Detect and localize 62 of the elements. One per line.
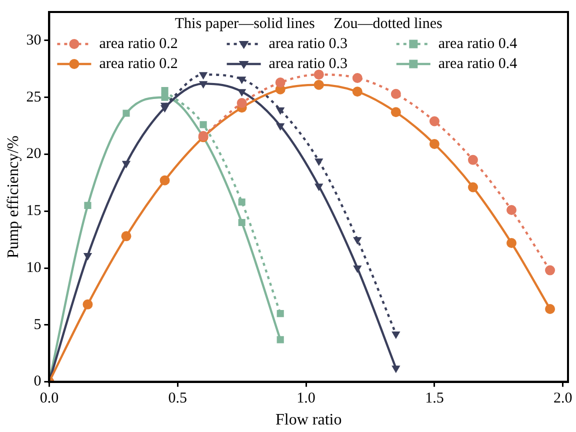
point bbox=[390, 107, 401, 118]
x-tick-label: 1.5 bbox=[425, 390, 444, 407]
point bbox=[237, 76, 246, 84]
y-tick-label: 30 bbox=[26, 32, 42, 48]
x-tick-label: 1.0 bbox=[296, 390, 316, 407]
point bbox=[160, 175, 170, 186]
x-tick-label: 0.5 bbox=[168, 390, 187, 407]
y-tick-label: 10 bbox=[26, 260, 42, 276]
point bbox=[468, 154, 478, 165]
legend-label: area ratio 0.2 bbox=[99, 36, 178, 52]
point bbox=[353, 237, 362, 245]
point bbox=[82, 299, 93, 310]
point bbox=[506, 204, 516, 215]
point bbox=[314, 184, 324, 192]
point bbox=[392, 366, 400, 374]
point bbox=[276, 336, 284, 344]
y-tick-label: 15 bbox=[26, 203, 42, 220]
x-axis-title: Flow ratio bbox=[275, 412, 342, 429]
point bbox=[468, 182, 478, 192]
point bbox=[161, 94, 168, 101]
legend-label: area ratio 0.2 bbox=[99, 56, 178, 72]
point bbox=[200, 121, 207, 128]
point bbox=[276, 123, 285, 131]
point bbox=[390, 88, 401, 99]
point bbox=[506, 238, 516, 248]
point bbox=[545, 265, 556, 276]
point bbox=[392, 332, 400, 340]
x-tick-label: 0.0 bbox=[40, 390, 59, 407]
y-tick-label: 25 bbox=[26, 89, 42, 106]
point bbox=[121, 231, 132, 242]
y-tick-label: 20 bbox=[26, 146, 42, 162]
legend-label: area ratio 0.4 bbox=[438, 56, 518, 72]
legend-label: area ratio 0.3 bbox=[268, 56, 348, 72]
y-tick-label: 0 bbox=[34, 374, 42, 390]
point bbox=[276, 107, 285, 115]
point bbox=[276, 310, 284, 318]
point bbox=[314, 80, 324, 90]
point bbox=[198, 72, 208, 80]
point bbox=[84, 202, 92, 209]
point bbox=[545, 304, 556, 314]
point bbox=[198, 81, 208, 89]
point bbox=[429, 138, 440, 149]
x-tick-label: 2.0 bbox=[553, 390, 572, 407]
point bbox=[238, 198, 246, 206]
point bbox=[429, 116, 440, 126]
point bbox=[122, 110, 130, 117]
point bbox=[314, 70, 324, 80]
legend-label: area ratio 0.4 bbox=[438, 36, 518, 52]
point bbox=[236, 98, 247, 108]
point bbox=[275, 78, 286, 88]
legend-title: This paper—solid lines Zou—dotted lines bbox=[174, 16, 442, 32]
point bbox=[161, 86, 168, 94]
point bbox=[353, 266, 362, 274]
point bbox=[352, 72, 362, 83]
point bbox=[122, 160, 131, 168]
y-tick-label: 5 bbox=[34, 316, 42, 333]
y-axis-title: Pump efficiency/% bbox=[4, 136, 22, 258]
legend-label: area ratio 0.3 bbox=[268, 36, 348, 52]
point bbox=[83, 253, 92, 260]
point bbox=[352, 86, 362, 97]
point bbox=[314, 158, 324, 166]
point bbox=[238, 218, 246, 226]
